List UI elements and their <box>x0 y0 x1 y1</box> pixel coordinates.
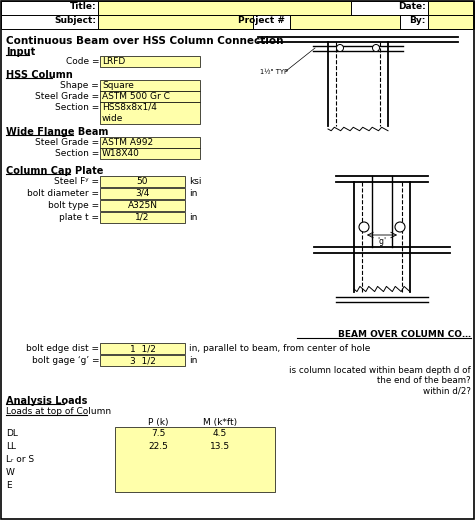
Text: A325N: A325N <box>127 201 158 210</box>
Bar <box>100 137 200 148</box>
Text: Date:: Date: <box>398 2 426 11</box>
Text: 3/4: 3/4 <box>135 189 150 198</box>
Text: 1  1/2: 1 1/2 <box>130 344 155 353</box>
Bar <box>290 15 400 29</box>
Text: Project #: Project # <box>238 16 285 25</box>
Text: bolt gage ‘g’ =: bolt gage ‘g’ = <box>31 356 99 365</box>
Circle shape <box>372 45 380 51</box>
Text: bolt edge dist =: bolt edge dist = <box>26 344 99 353</box>
Circle shape <box>359 222 369 232</box>
Text: Continuous Beam over HSS Column Connection: Continuous Beam over HSS Column Connecti… <box>6 36 284 46</box>
Circle shape <box>336 45 343 51</box>
Text: Wide Flange Beam: Wide Flange Beam <box>6 127 108 137</box>
Circle shape <box>395 222 405 232</box>
Text: M (k*ft): M (k*ft) <box>203 418 237 427</box>
Text: 22.5: 22.5 <box>148 442 168 451</box>
Text: Loads at top of Column: Loads at top of Column <box>6 407 111 416</box>
Text: HSS8x8x1/4: HSS8x8x1/4 <box>102 103 157 112</box>
Bar <box>100 355 185 366</box>
Text: LRFD: LRFD <box>102 57 125 66</box>
Text: 1½" TYP: 1½" TYP <box>260 69 288 75</box>
Text: in: in <box>189 213 198 222</box>
Bar <box>428 15 473 29</box>
Text: P (k): P (k) <box>148 418 168 427</box>
Text: Square: Square <box>102 81 134 90</box>
Bar <box>100 148 200 159</box>
Text: Column Cap Plate: Column Cap Plate <box>6 166 104 176</box>
Text: HSS Column: HSS Column <box>6 70 73 80</box>
Text: ksi: ksi <box>189 177 201 186</box>
Text: W: W <box>6 468 15 477</box>
Text: Lᵣ or S: Lᵣ or S <box>6 455 34 464</box>
Text: DL: DL <box>6 429 18 438</box>
Bar <box>100 343 185 354</box>
Text: Steel Fʸ =: Steel Fʸ = <box>54 177 99 186</box>
Text: Title:: Title: <box>69 2 96 11</box>
Bar <box>100 80 200 91</box>
Text: is column located within beam depth d of: is column located within beam depth d of <box>289 366 471 375</box>
Bar <box>100 91 200 102</box>
Text: Subject:: Subject: <box>54 16 96 25</box>
Text: Code =: Code = <box>66 57 99 66</box>
Bar <box>100 200 185 211</box>
Bar <box>428 1 473 15</box>
Text: E: E <box>6 481 11 490</box>
Text: By:: By: <box>409 16 426 25</box>
Bar <box>100 176 185 187</box>
Bar <box>1 1 474 15</box>
Text: Input: Input <box>6 47 35 57</box>
Text: ASTM A992: ASTM A992 <box>102 138 153 147</box>
Bar <box>1 15 474 29</box>
Text: 7.5: 7.5 <box>151 429 165 438</box>
Text: 'g': 'g' <box>378 237 387 246</box>
Text: 50: 50 <box>137 177 148 186</box>
Bar <box>100 212 185 223</box>
Text: Analysis Loads: Analysis Loads <box>6 396 87 406</box>
Bar <box>100 188 185 199</box>
Text: wide: wide <box>102 114 124 123</box>
Text: plate t =: plate t = <box>59 213 99 222</box>
Text: 1/2: 1/2 <box>135 213 150 222</box>
Text: 3  1/2: 3 1/2 <box>130 356 155 365</box>
Text: Section =: Section = <box>55 103 99 112</box>
Text: ASTM 500 Gr C: ASTM 500 Gr C <box>102 92 170 101</box>
Bar <box>100 102 200 124</box>
Text: within d/2?: within d/2? <box>423 386 471 395</box>
Text: bolt diameter =: bolt diameter = <box>27 189 99 198</box>
Bar <box>100 56 200 67</box>
Text: Steel Grade =: Steel Grade = <box>35 138 99 147</box>
Bar <box>98 1 351 15</box>
Bar <box>98 15 253 29</box>
Text: in: in <box>189 189 198 198</box>
Text: Section =: Section = <box>55 149 99 158</box>
Bar <box>115 427 275 492</box>
Text: BEAM OVER COLUMN CO…: BEAM OVER COLUMN CO… <box>338 330 471 339</box>
Text: 13.5: 13.5 <box>210 442 230 451</box>
Text: 4.5: 4.5 <box>213 429 227 438</box>
Text: the end of the beam?: the end of the beam? <box>377 376 471 385</box>
Text: in, parallel to beam, from center of hole: in, parallel to beam, from center of hol… <box>189 344 370 353</box>
Text: Shape =: Shape = <box>60 81 99 90</box>
Text: W18X40: W18X40 <box>102 149 140 158</box>
Text: bolt type =: bolt type = <box>48 201 99 210</box>
Text: in: in <box>189 356 198 365</box>
Text: LL: LL <box>6 442 16 451</box>
Text: Steel Grade =: Steel Grade = <box>35 92 99 101</box>
